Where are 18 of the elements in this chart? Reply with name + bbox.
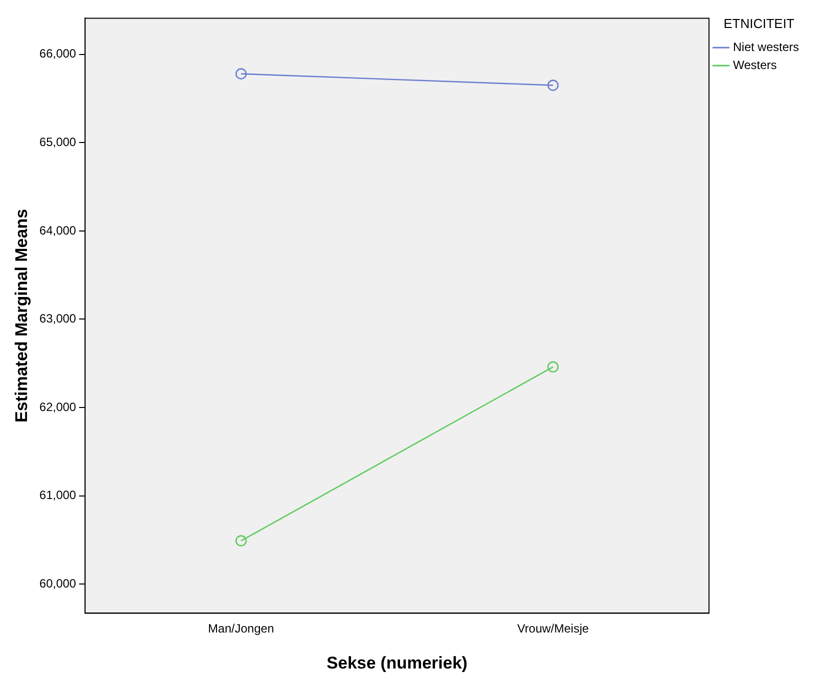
y-tick-label: 61,000 xyxy=(39,488,76,502)
y-axis-title: Estimated Marginal Means xyxy=(12,208,31,422)
y-tick-label: 64,000 xyxy=(39,223,76,238)
legend-label: Westers xyxy=(732,58,777,72)
x-axis-title: Sekse (numeriek) xyxy=(326,653,468,672)
point xyxy=(235,535,247,546)
y-tick-label: 60,000 xyxy=(39,576,76,590)
point xyxy=(547,361,559,373)
x-tick-label: Man/Jongen xyxy=(208,622,274,636)
y-tick-label: 62,000 xyxy=(39,400,76,414)
point xyxy=(235,68,247,80)
legend-label: Niet westers xyxy=(732,40,800,54)
y-tick-label: 63,000 xyxy=(39,312,76,326)
point xyxy=(547,80,559,91)
x-tick-label: Vrouw/Meisje xyxy=(517,622,590,636)
y-tick-label: 66,000 xyxy=(39,46,76,61)
legend-title: ETNICITEIT xyxy=(724,16,794,32)
y-tick-label: 65,000 xyxy=(39,134,76,149)
